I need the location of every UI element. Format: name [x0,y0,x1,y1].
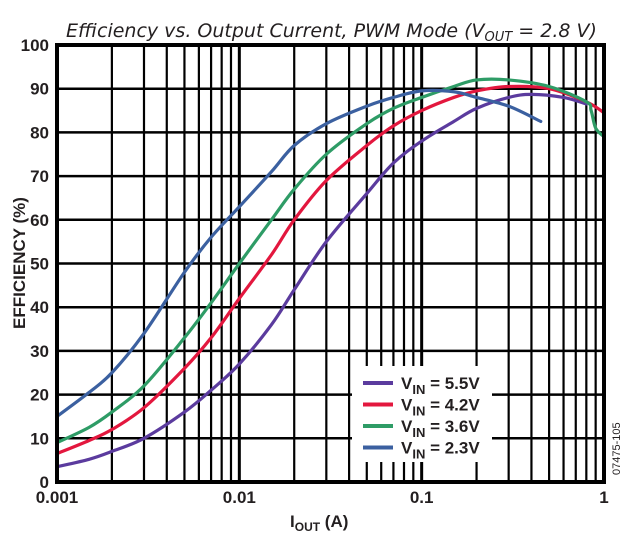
legend-label: VIN = 3.6V [401,417,480,440]
series-line-4.2v [55,84,606,456]
y-tick-label: 100 [21,36,49,55]
y-tick-label: 80 [30,123,49,142]
x-tick-label: 0.01 [223,488,256,507]
legend-label: VIN = 5.5V [401,374,480,397]
x-tick-label: 0.1 [410,488,434,507]
y-tick-label: 40 [30,298,49,317]
y-tick-label: 30 [30,342,49,361]
y-tick-labels: 0 10 20 30 40 50 60 70 80 90 100 [21,36,49,492]
x-tick-labels: 0.001 0.01 0.1 1 [36,488,609,507]
legend-label: VIN = 4.2V [401,396,480,419]
y-axis-label: EFFICIENCY (%) [10,197,29,329]
y-tick-label: 10 [30,429,49,448]
series-line-2.3v [55,88,543,419]
series-lines [55,77,606,469]
y-tick-label: 70 [30,167,49,186]
series-line-3.6v [55,77,606,445]
y-tick-label: 50 [30,255,49,274]
chart-title: Efficiency vs. Output Current, PWM Mode … [66,20,597,45]
x-tick-label: 1 [599,488,608,507]
y-tick-label: 20 [30,386,49,405]
plot-frame [55,43,606,484]
figure-id: 07475-105 [611,422,623,475]
y-tick-label: 90 [30,80,49,99]
series-line-5.5v [55,92,588,469]
x-tick-label: 0.001 [36,488,79,507]
legend-label: VIN = 2.3V [401,439,480,462]
y-tick-label: 0 [40,473,49,492]
y-tick-label: 60 [30,211,49,230]
x-axis-label: IOUT (A) [290,512,348,534]
